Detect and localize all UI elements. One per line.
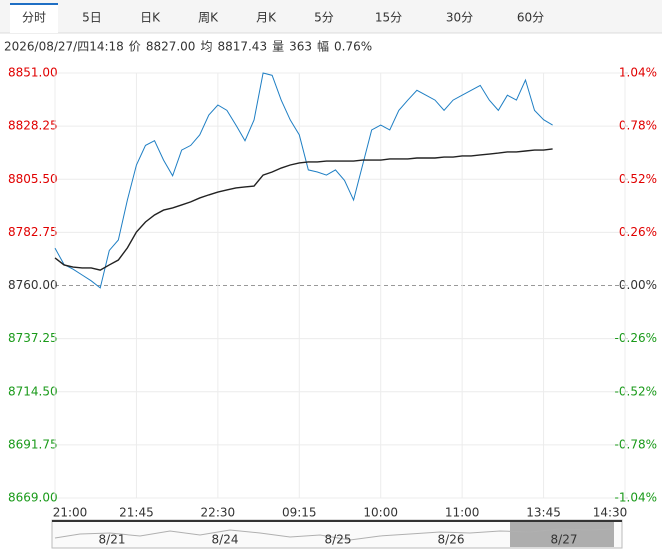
y2-tick-label: 1.04%	[619, 66, 657, 80]
x-tick-label: 10:00	[363, 506, 398, 520]
y-tick-label: 8691.75	[8, 437, 58, 451]
tab[interactable]: 30分	[446, 11, 473, 25]
y2-tick-label: -0.52%	[615, 384, 657, 398]
y2-tick-label: 0.26%	[619, 225, 657, 239]
info-avg: 8817.43	[217, 40, 267, 54]
info-price: 8827.00	[146, 40, 196, 54]
navigator-date: 8/26	[438, 533, 465, 547]
navigator-date: 8/21	[99, 533, 126, 547]
y-tick-label: 8737.25	[8, 331, 58, 345]
navigator-date: 8/27	[551, 533, 578, 547]
y-tick-label: 8805.50	[8, 172, 58, 186]
navigator-window[interactable]	[510, 521, 614, 547]
y2-tick-label: 0.52%	[619, 172, 657, 186]
info-vol-label: 量	[272, 40, 284, 54]
tab[interactable]: 分时	[22, 11, 46, 25]
series-line	[54, 72, 553, 289]
info-price-label: 价	[129, 40, 141, 54]
tab[interactable]: 周K	[198, 11, 219, 25]
x-tick-label: 09:15	[282, 506, 317, 520]
x-tick-label: 21:00	[53, 506, 88, 520]
y2-tick-label: 0.78%	[619, 119, 657, 133]
series-line	[54, 148, 553, 271]
info-avg-label: 均	[200, 40, 212, 54]
tab-bar	[0, 0, 662, 33]
info-vol: 363	[289, 40, 312, 54]
tab[interactable]: 5日	[82, 11, 102, 25]
info-amp-label: 幅	[317, 39, 329, 54]
x-tick-label: 11:00	[445, 506, 480, 520]
x-tick-label: 22:30	[201, 506, 236, 520]
x-tick-label: 14:30	[593, 506, 628, 520]
y2-tick-label: -0.78%	[615, 437, 657, 451]
tab[interactable]: 5分	[314, 11, 334, 25]
y2-tick-label: 0.00%	[619, 278, 657, 292]
tab[interactable]: 60分	[517, 11, 544, 25]
navigator-date: 8/24	[212, 533, 239, 547]
navigator-line	[54, 528, 615, 541]
x-tick-label: 13:45	[526, 506, 561, 520]
y2-tick-label: -1.04%	[615, 491, 657, 505]
y-tick-label: 8760.00	[8, 278, 58, 292]
y-tick-label: 8782.75	[8, 225, 58, 239]
y-tick-label: 8851.00	[8, 66, 58, 80]
y2-tick-label: -0.26%	[615, 331, 657, 345]
y-tick-label: 8669.00	[8, 491, 58, 505]
info-amp: 0.76%	[334, 40, 372, 54]
y-tick-label: 8828.25	[8, 119, 58, 133]
x-tick-label: 21:45	[119, 506, 154, 520]
navigator-date: 8/25	[325, 533, 352, 547]
info-time: 2026/08/27/四14:18	[4, 40, 124, 54]
tab[interactable]: 15分	[375, 11, 402, 25]
tab[interactable]: 日K	[140, 11, 161, 25]
tab[interactable]: 月K	[256, 11, 277, 25]
y-tick-label: 8714.50	[8, 384, 58, 398]
active-tab-bg	[10, 3, 58, 33]
